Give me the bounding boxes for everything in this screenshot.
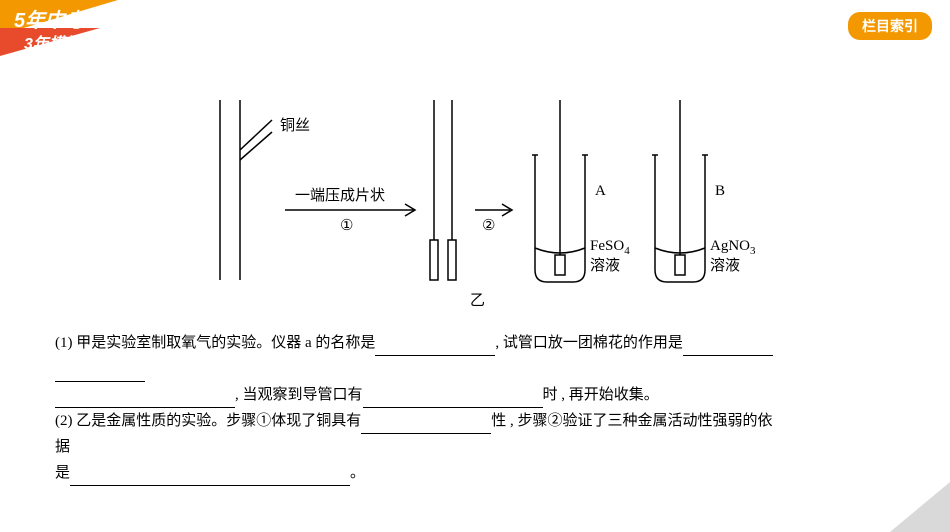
blank-1 xyxy=(375,336,495,356)
index-badge[interactable]: 栏目索引 xyxy=(848,12,932,40)
q1-part-b: , 试管口放一团棉花的作用是 xyxy=(495,335,683,351)
tube-a-label: A xyxy=(595,183,606,199)
tube-b-label: B xyxy=(715,183,725,199)
brand-logo: 5年中考 3年模拟 xyxy=(0,0,118,70)
q2-part-e: 。 xyxy=(350,465,365,481)
step-1: ① xyxy=(340,218,353,234)
sol-b-formula: AgNO3 xyxy=(710,238,756,257)
q1-part-c: , 当观察到导管口有 xyxy=(235,387,363,403)
sol-a-name: 溶液 xyxy=(590,257,620,274)
label-flatten: 一端压成片状 xyxy=(295,187,385,204)
sol-b-name: 溶液 xyxy=(710,257,740,274)
question-text: (1) 甲是实验室制取氧气的实验。仪器 a 的名称是 , 试管口放一团棉花的作用是… xyxy=(55,330,895,486)
q2-part-b: 性 , 步骤②验证了三种金属活动性强弱的依 xyxy=(491,413,772,429)
corner-decoration xyxy=(890,482,950,532)
blank-3 xyxy=(55,362,145,382)
blank-4 xyxy=(55,388,235,408)
diagram-caption: 乙 xyxy=(470,293,485,309)
sol-a-formula: FeSO4 xyxy=(590,238,630,257)
q2-part-c: 据 xyxy=(55,439,70,455)
blank-6 xyxy=(361,414,491,434)
blank-2 xyxy=(683,336,773,356)
q1-part-a: (1) 甲是实验室制取氧气的实验。仪器 a 的名称是 xyxy=(55,335,375,351)
label-copper-wire: 铜丝 xyxy=(280,117,310,134)
logo-line1: 5年中考 xyxy=(14,4,85,33)
q1-part-d: 时 , 再开始收集。 xyxy=(543,387,659,403)
experiment-diagram: 铜丝 一端压成片状 ① ② A B FeSO4 溶液 AgNO3 溶液 乙 xyxy=(190,100,790,310)
q2-part-a: (2) 乙是金属性质的实验。步骤①体现了铜具有 xyxy=(55,413,361,429)
blank-7 xyxy=(70,466,350,486)
q2-part-d: 是 xyxy=(55,465,70,481)
logo-line2: 3年模拟 xyxy=(24,30,81,54)
step-2: ② xyxy=(482,218,495,234)
blank-5 xyxy=(363,388,543,408)
